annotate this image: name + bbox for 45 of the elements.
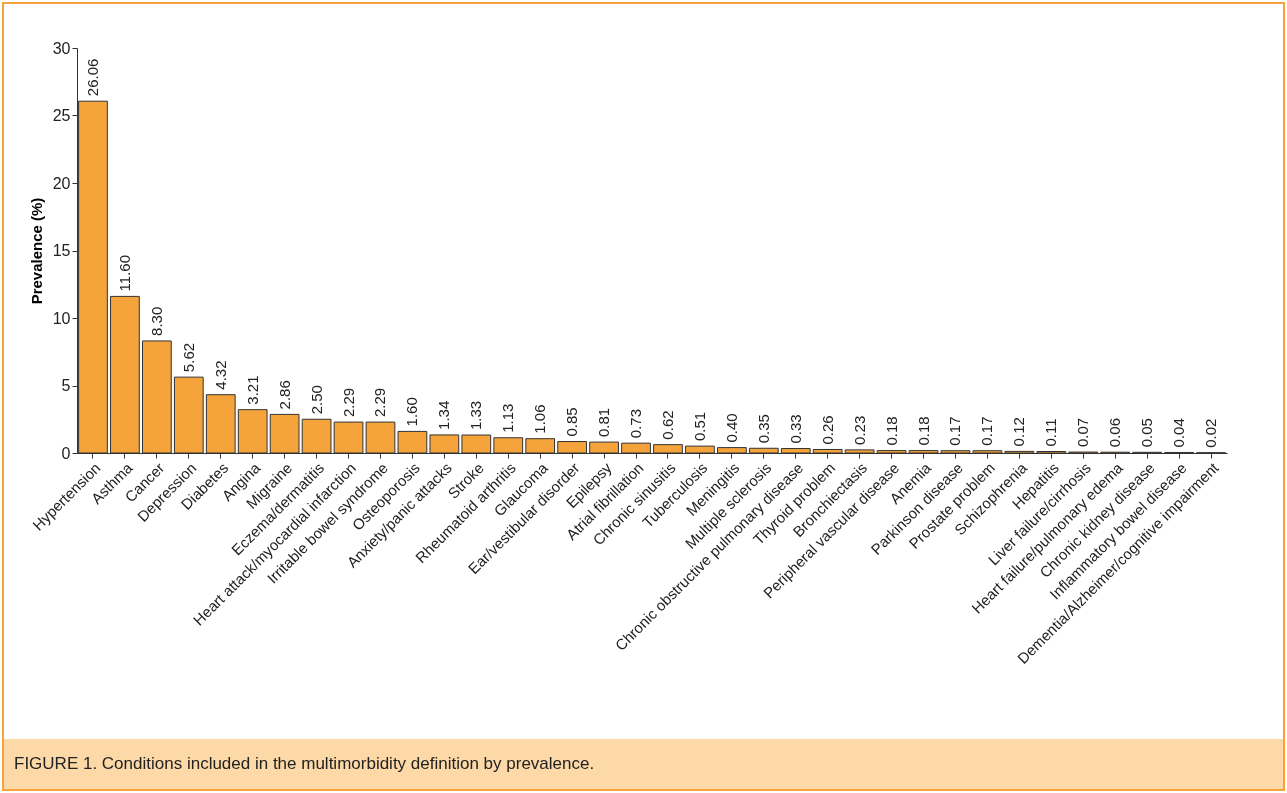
data-label: 0.12 [1010, 417, 1028, 447]
data-label: 5.62 [179, 342, 197, 373]
y-axis-title: Prevalence (%) [27, 197, 45, 305]
data-label: 1.06 [531, 404, 549, 434]
y-tick-label: 25 [52, 107, 71, 124]
caption: FIGURE 1. Conditions included in the multimorbidity definition by prevalence. [14, 754, 595, 773]
data-label: 0.18 [882, 416, 900, 446]
data-label: 26.06 [83, 58, 101, 97]
data-label: 0.40 [722, 413, 740, 443]
data-label: 1.33 [467, 400, 485, 431]
data-label: 1.34 [435, 400, 453, 430]
data-label: 0.02 [1202, 418, 1220, 448]
data-label: 1.13 [499, 403, 517, 433]
data-label: 0.11 [1042, 418, 1060, 447]
data-label: 2.29 [371, 387, 389, 418]
data-label: 1.60 [403, 397, 421, 427]
data-label: 11.60 [115, 254, 133, 292]
y-tick-label: 20 [52, 174, 71, 192]
data-label: 0.26 [818, 415, 836, 445]
data-label: 0.17 [946, 416, 964, 446]
y-tick-label: 5 [61, 377, 71, 394]
data-label: 2.50 [307, 385, 325, 415]
y-tick-label: 0 [61, 444, 71, 462]
data-label: 2.86 [275, 380, 293, 410]
data-label: 8.30 [147, 306, 165, 336]
y-tick-label: 30 [52, 39, 71, 57]
data-label: 0.33 [786, 414, 804, 444]
data-label: 0.07 [1074, 417, 1092, 448]
data-label: 0.06 [1106, 417, 1124, 448]
data-label: 2.29 [339, 387, 357, 418]
data-label: 0.17 [978, 416, 996, 446]
data-label: 0.04 [1170, 418, 1188, 448]
data-label: 0.51 [690, 411, 708, 442]
data-label: 0.35 [754, 414, 772, 444]
data-label: 4.32 [211, 360, 229, 390]
data-label: 0.23 [850, 415, 868, 445]
data-label: 0.85 [563, 407, 581, 437]
data-label: 0.73 [627, 408, 645, 439]
y-tick-label: 15 [52, 242, 71, 259]
data-label: 0.81 [595, 407, 613, 438]
data-label: 0.62 [658, 410, 676, 440]
data-label: 0.05 [1138, 418, 1156, 448]
y-tick-label: 10 [52, 309, 71, 327]
data-label: 0.18 [914, 416, 932, 446]
data-label: 3.21 [243, 375, 261, 405]
